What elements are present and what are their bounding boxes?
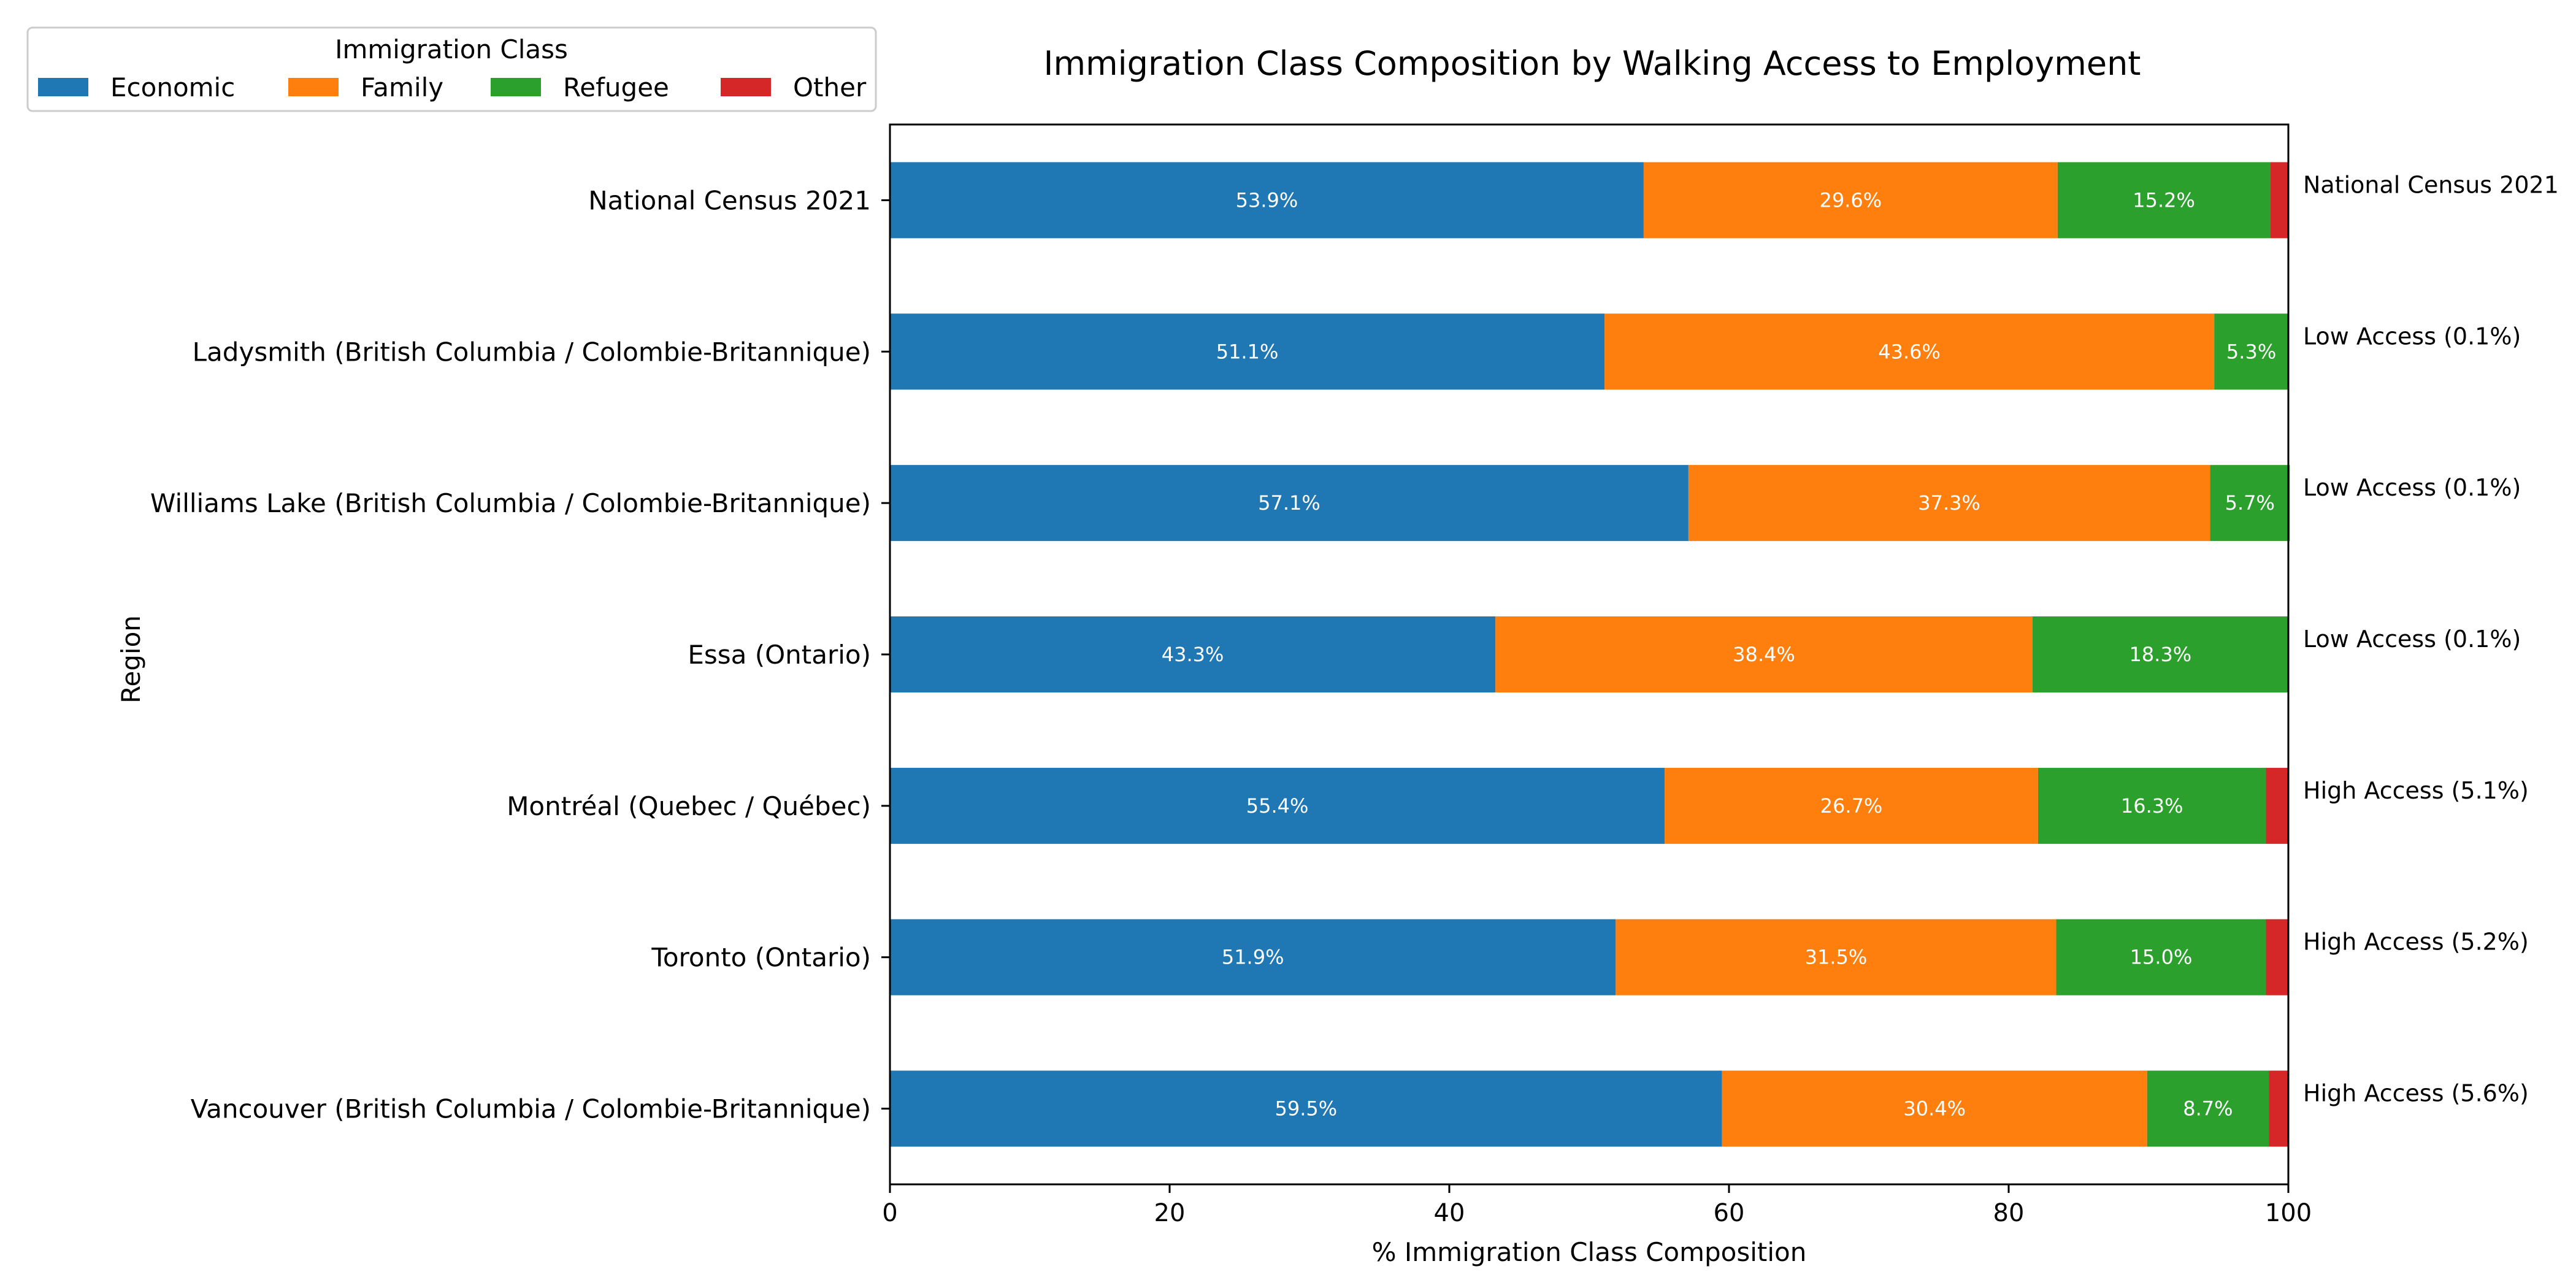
category-label-4: Montréal (Quebec / Québec) [507, 791, 871, 821]
data-label-economic-0: 53.9% [1236, 188, 1298, 212]
bar-family-2 [1688, 465, 2210, 542]
data-label-economic-5: 51.9% [1222, 946, 1284, 969]
bar-family-5 [1616, 919, 2057, 995]
x-axis: 0 20 40 60 80 100 [882, 1184, 2312, 1227]
legend-swatch-family [288, 78, 339, 96]
data-label-refugee-1: 5.3% [2226, 340, 2276, 363]
bars-layer: 53.9% 29.6% 15.2% 51.1% 43.6% 5.3% 57.1% 37.3% 5… [890, 162, 2290, 1147]
legend-label-other: Other [793, 72, 867, 102]
right-label-1: Low Access (0.1%) [2303, 323, 2521, 350]
data-label-refugee-5: 15.0% [2130, 946, 2193, 969]
data-label-economic-6: 59.5% [1275, 1097, 1337, 1121]
data-label-family-5: 31.5% [1805, 946, 1868, 969]
data-label-family-0: 29.6% [1820, 188, 1882, 212]
category-label-2: Williams Lake (British Columbia / Colomb… [150, 488, 871, 518]
bar-economic-0 [890, 162, 1644, 239]
bar-economic-3 [890, 616, 1496, 692]
legend-title: Immigration Class [335, 34, 568, 64]
data-label-family-3: 38.4% [1733, 643, 1795, 666]
x-tick-label-0: 0 [882, 1199, 897, 1227]
right-label-4: High Access (5.1%) [2303, 777, 2529, 804]
right-label-5: High Access (5.2%) [2303, 929, 2529, 956]
legend-swatch-economic [38, 78, 88, 96]
bar-economic-5 [890, 919, 1616, 995]
x-tick-label-5: 100 [2265, 1199, 2312, 1227]
category-label-5: Toronto (Ontario) [651, 943, 871, 973]
bar-refugee-4 [2037, 767, 2266, 844]
bar-refugee-0 [2057, 162, 2271, 239]
plot-frame [889, 123, 2290, 1186]
data-label-economic-2: 57.1% [1258, 491, 1321, 515]
legend-label-family: Family [361, 72, 443, 102]
data-label-refugee-2: 5.7% [2225, 491, 2275, 515]
bar-family-3 [1495, 616, 2033, 692]
bar-economic-1 [890, 313, 1605, 390]
category-label-0: National Census 2021 [588, 185, 871, 215]
legend-frame [26, 26, 877, 112]
legend-swatch-refugee [491, 78, 541, 96]
data-label-refugee-6: 8.7% [2183, 1097, 2233, 1121]
data-label-economic-4: 55.4% [1246, 794, 1309, 818]
right-label-3: Low Access (0.1%) [2303, 626, 2521, 653]
bar-other-6 [2269, 1070, 2288, 1147]
bar-refugee-6 [2147, 1070, 2269, 1147]
legend: Immigration Class Economic Family Refugee O… [26, 26, 877, 112]
data-label-refugee-3: 18.3% [2129, 643, 2192, 666]
data-label-family-2: 37.3% [1918, 491, 1980, 515]
bar-refugee-1 [2214, 313, 2288, 390]
right-label-6: High Access (5.6%) [2303, 1080, 2529, 1107]
category-label-3: Essa (Ontario) [688, 640, 871, 670]
bar-refugee-2 [2210, 465, 2290, 542]
data-label-refugee-0: 15.2% [2133, 188, 2195, 212]
bar-economic-4 [890, 767, 1665, 844]
x-tick-label-3: 60 [1714, 1199, 1745, 1227]
y-axis-title: Region [116, 615, 146, 703]
x-tick-label-2: 40 [1434, 1199, 1465, 1227]
right-labels: National Census 2021 Low Access (0.1%) Low… [2303, 171, 2559, 1106]
data-label-family-1: 43.6% [1878, 340, 1941, 363]
bar-refugee-3 [2032, 616, 2288, 692]
legend-label-refugee: Refugee [563, 72, 669, 102]
bar-refugee-5 [2056, 919, 2266, 995]
legend-items: Economic Family Refugee Other [38, 72, 867, 102]
bar-economic-2 [890, 465, 1689, 542]
legend-swatch-other [721, 78, 771, 96]
bar-economic-6 [890, 1070, 1722, 1147]
data-label-economic-3: 43.3% [1162, 643, 1224, 666]
data-label-family-4: 26.7% [1820, 794, 1883, 818]
bar-family-1 [1604, 313, 2215, 390]
data-label-family-6: 30.4% [1903, 1097, 1966, 1121]
x-tick-label-1: 20 [1154, 1199, 1186, 1227]
chart-title: Immigration Class Composition by Walking… [1044, 44, 2141, 83]
data-label-economic-1: 51.1% [1216, 340, 1279, 363]
bar-other-4 [2266, 767, 2288, 844]
bar-other-5 [2266, 919, 2288, 995]
legend-label-economic: Economic [110, 72, 235, 102]
x-axis-title: % Immigration Class Composition [1372, 1237, 1807, 1267]
right-label-0: National Census 2021 [2303, 171, 2559, 198]
right-label-2: Low Access (0.1%) [2303, 474, 2521, 501]
category-label-6: Vancouver (British Columbia / Colombie-B… [191, 1094, 871, 1124]
bar-family-4 [1665, 767, 2038, 844]
bar-other-0 [2270, 162, 2288, 239]
bar-family-0 [1643, 162, 2058, 239]
x-tick-label-4: 80 [1993, 1199, 2025, 1227]
bar-family-6 [1722, 1070, 2147, 1147]
category-label-1: Ladysmith (British Columbia / Colombie-B… [193, 337, 871, 367]
category-labels: National Census 2021 Ladysmith (British C… [150, 185, 890, 1124]
data-label-refugee-4: 16.3% [2121, 794, 2183, 818]
